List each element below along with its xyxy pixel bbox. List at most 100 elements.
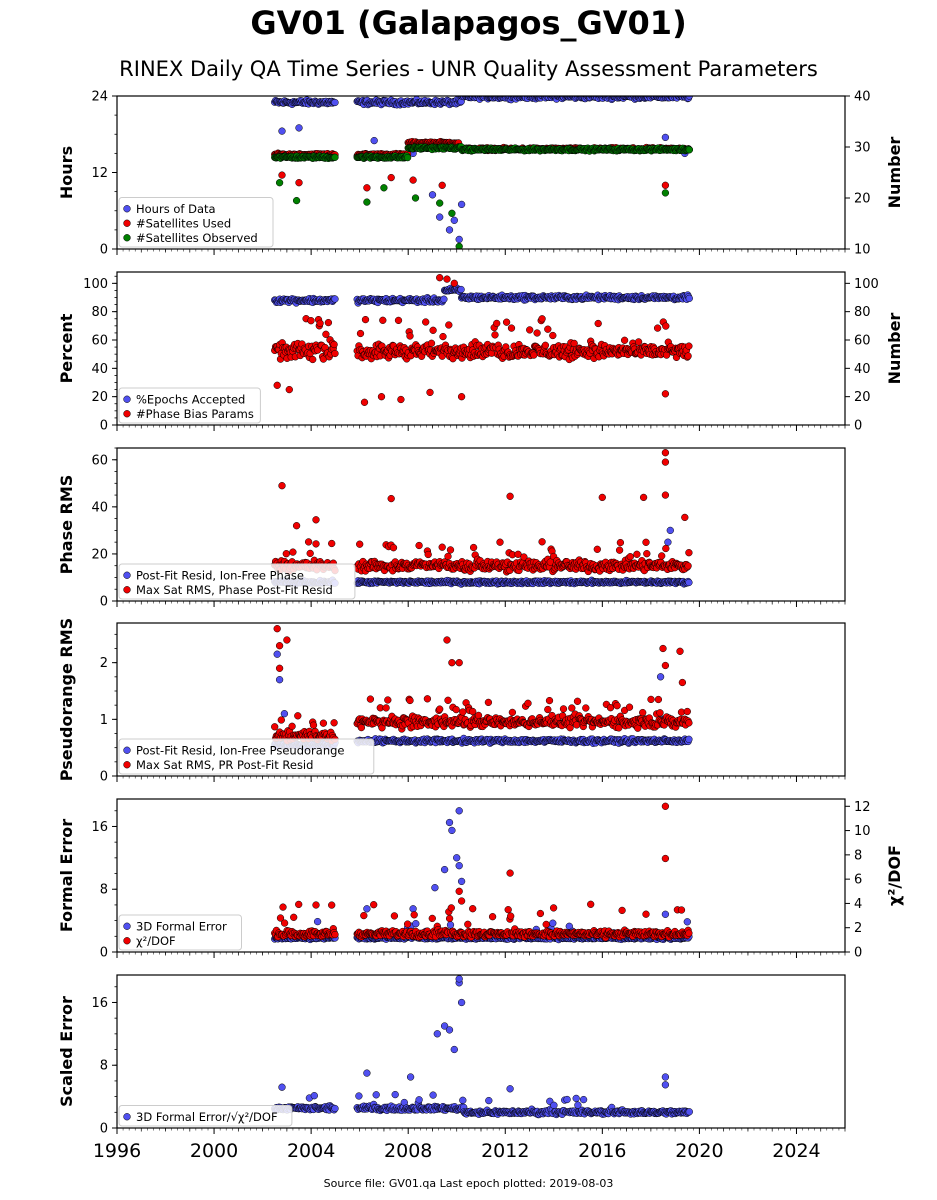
data-point xyxy=(647,695,655,704)
y-right-tick-label: 20 xyxy=(854,192,871,207)
data-point xyxy=(415,541,423,550)
outlier-point xyxy=(678,678,687,687)
outlier-point xyxy=(436,213,444,221)
data-point xyxy=(508,708,517,717)
legend-label: Max Sat RMS, Phase Post-Fit Resid xyxy=(136,583,333,597)
data-point xyxy=(683,707,691,716)
data-point xyxy=(613,702,621,710)
outlier-point xyxy=(659,644,667,653)
data-point xyxy=(533,329,541,337)
outlier-point xyxy=(360,398,369,406)
outlier-point xyxy=(661,661,670,670)
data-point xyxy=(634,724,642,732)
data-point xyxy=(538,538,546,546)
data-point xyxy=(444,696,452,704)
data-point xyxy=(685,342,693,350)
data-point xyxy=(445,321,453,329)
data-point xyxy=(685,146,693,154)
data-point xyxy=(615,724,623,732)
data-point xyxy=(594,319,602,328)
data-point xyxy=(288,722,296,730)
outlier-point xyxy=(445,226,454,234)
y-tick-label: 20 xyxy=(91,390,108,405)
percent-ylabel: Percent xyxy=(57,313,76,383)
legend-label: Hours of Data xyxy=(136,202,216,216)
y-tick-label: 2 xyxy=(100,656,108,671)
legend-label: %Epochs Accepted xyxy=(136,392,245,406)
percent-ylabel-right: Number xyxy=(885,313,904,385)
data-point xyxy=(394,316,403,325)
data-point xyxy=(271,723,279,731)
data-point xyxy=(544,705,552,714)
y-tick-label: 0 xyxy=(100,595,108,610)
y-tick-label: 40 xyxy=(91,362,108,377)
series-pseudorange-1 xyxy=(271,625,693,745)
data-point xyxy=(427,339,436,347)
legend-label: #Satellites Used xyxy=(136,216,231,230)
percent-legend: %Epochs Accepted#Phase Bias Params xyxy=(118,387,261,424)
data-point xyxy=(459,708,467,716)
data-point xyxy=(643,550,651,558)
data-point xyxy=(502,318,511,326)
outlier-point xyxy=(443,275,451,283)
outlier-point xyxy=(661,491,670,499)
y-tick-label: 1 xyxy=(100,713,108,728)
data-point xyxy=(615,546,624,554)
outlier-point xyxy=(681,513,689,522)
data-point xyxy=(379,316,387,324)
data-point xyxy=(307,317,315,325)
outlier-point xyxy=(457,200,466,209)
outlier-point xyxy=(411,194,420,202)
data-point xyxy=(366,695,375,703)
hours-points xyxy=(271,96,693,249)
outlier-point xyxy=(436,274,444,282)
data-point xyxy=(474,711,483,720)
outlier-point xyxy=(377,393,386,401)
data-point xyxy=(319,719,328,727)
outlier-point xyxy=(275,179,284,187)
data-point xyxy=(452,705,460,714)
outlier-point xyxy=(676,647,684,655)
data-point xyxy=(294,712,302,720)
data-point xyxy=(469,543,478,552)
hours-ylabel-right: Number xyxy=(885,137,904,209)
data-point xyxy=(330,719,338,727)
outlier-point xyxy=(661,181,670,189)
legend-marker xyxy=(123,234,131,242)
data-point xyxy=(642,538,650,546)
data-point xyxy=(538,315,546,323)
outlier-point xyxy=(428,191,437,199)
outlier-point xyxy=(661,390,670,398)
data-point xyxy=(406,332,414,340)
data-point xyxy=(331,153,339,161)
data-point xyxy=(322,330,330,338)
outlier-point xyxy=(273,625,281,633)
data-point xyxy=(389,544,398,552)
outlier-point xyxy=(397,395,405,404)
data-point xyxy=(331,98,339,107)
data-point xyxy=(625,703,634,711)
outlier-point xyxy=(275,664,284,672)
legend-label: #Phase Bias Params xyxy=(136,407,254,421)
outlier-point xyxy=(450,216,458,224)
y-right-tick-label: 0 xyxy=(854,419,862,434)
data-point xyxy=(356,329,365,338)
data-point xyxy=(328,539,336,548)
series-percent-1 xyxy=(271,274,693,406)
data-point xyxy=(634,338,643,346)
outlier-point xyxy=(380,184,388,192)
data-point xyxy=(493,319,501,328)
y-right-tick-label: 60 xyxy=(854,334,871,349)
data-point xyxy=(429,326,437,334)
y-right-tick-label: 100 xyxy=(854,277,879,292)
legend-marker xyxy=(123,395,131,403)
phase-ylabel: Phase RMS xyxy=(57,475,76,575)
y-right-tick-label: 40 xyxy=(854,362,871,377)
data-point xyxy=(685,719,693,727)
outlier-point xyxy=(387,173,395,182)
y-tick-label: 60 xyxy=(91,334,108,349)
